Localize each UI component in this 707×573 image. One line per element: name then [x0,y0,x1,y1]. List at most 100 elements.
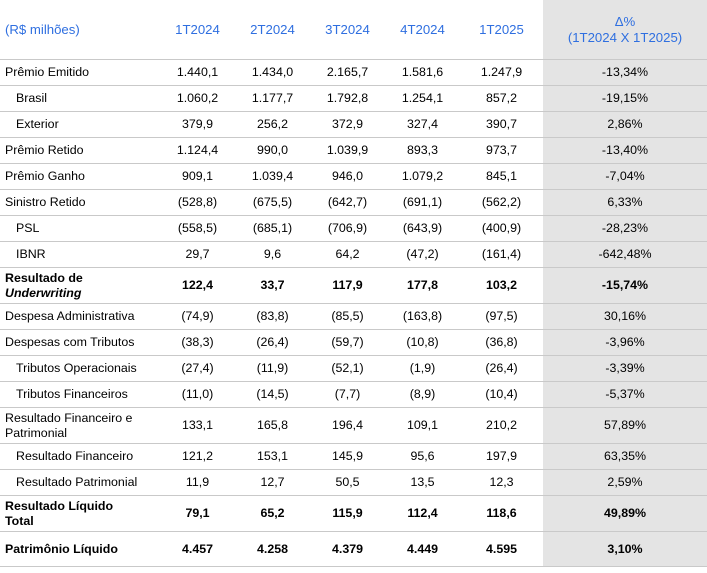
cell-value: 2.165,7 [310,59,385,86]
cell-value: 1.581,6 [385,59,460,86]
table-row: Despesas com Tributos (38,3) (26,4) (59,… [0,329,707,356]
row-label: Resultado Financeiro [0,443,160,470]
period-header: 1T2025 [460,0,543,60]
cell-value: 372,9 [310,111,385,138]
cell-value: 1.060,2 [160,85,235,112]
cell-value: (643,9) [385,215,460,242]
units-label: (R$ milhões) [0,0,160,60]
cell-value: (85,5) [310,303,385,330]
row-label: Despesa Administrativa [0,303,160,330]
table-row: Despesa Administrativa (74,9) (83,8) (85… [0,303,707,330]
delta-value: 49,89% [543,495,707,532]
table-row: Tributos Operacionais (27,4) (11,9) (52,… [0,355,707,382]
cell-value: (26,4) [460,355,543,382]
cell-value: 12,3 [460,469,543,496]
cell-value: (562,2) [460,189,543,216]
table-row: Resultado Financeiro e Patrimonial 133,1… [0,407,707,444]
row-label: Prêmio Ganho [0,163,160,190]
cell-value: (11,0) [160,381,235,408]
delta-value: -7,04% [543,163,707,190]
table-row: Prêmio Retido 1.124,4 990,0 1.039,9 893,… [0,137,707,164]
cell-value: 177,8 [385,267,460,304]
cell-value: 11,9 [160,469,235,496]
table-row: Resultado Patrimonial 11,9 12,7 50,5 13,… [0,469,707,496]
row-label: Resultado Patrimonial [0,469,160,496]
cell-value: (706,9) [310,215,385,242]
delta-value: -13,34% [543,59,707,86]
row-label: Resultado Financeiro e Patrimonial [0,407,160,444]
row-label-line: Resultado Líquido [5,498,114,513]
cell-value: 13,5 [385,469,460,496]
cell-value: 115,9 [310,495,385,532]
table-row: IBNR 29,7 9,6 64,2 (47,2) (161,4) -642,4… [0,241,707,268]
period-header: 3T2024 [310,0,385,60]
cell-value: 9,6 [235,241,310,268]
table-row: Patrimônio Líquido 4.457 4.258 4.379 4.4… [0,531,707,567]
cell-value: 133,1 [160,407,235,444]
table-row: Resultado Financeiro 121,2 153,1 145,9 9… [0,443,707,470]
cell-value: 12,7 [235,469,310,496]
table-row: Resultado de Underwriting 122,4 33,7 117… [0,267,707,304]
cell-value: 946,0 [310,163,385,190]
row-label-line: Patrimonial [5,425,67,440]
row-label: Resultado Líquido Total [0,495,160,532]
cell-value: (642,7) [310,189,385,216]
cell-value: 153,1 [235,443,310,470]
cell-value: (36,8) [460,329,543,356]
cell-value: (1,9) [385,355,460,382]
table-row: Brasil 1.060,2 1.177,7 1.792,8 1.254,1 8… [0,85,707,112]
cell-value: (10,8) [385,329,460,356]
cell-value: (10,4) [460,381,543,408]
delta-value: -28,23% [543,215,707,242]
cell-value: 390,7 [460,111,543,138]
header-row: (R$ milhões) 1T2024 2T2024 3T2024 4T2024… [0,0,707,60]
row-label: Despesas com Tributos [0,329,160,356]
cell-value: 64,2 [310,241,385,268]
cell-value: 1.079,2 [385,163,460,190]
cell-value: (691,1) [385,189,460,216]
cell-value: 4.379 [310,531,385,567]
cell-value: 112,4 [385,495,460,532]
delta-value: -19,15% [543,85,707,112]
cell-value: (11,9) [235,355,310,382]
cell-value: (685,1) [235,215,310,242]
cell-value: 165,8 [235,407,310,444]
delta-value: -5,37% [543,381,707,408]
table-row: Resultado Líquido Total 79,1 65,2 115,9 … [0,495,707,532]
cell-value: 109,1 [385,407,460,444]
delta-value: 63,35% [543,443,707,470]
cell-value: 379,9 [160,111,235,138]
cell-value: 1.434,0 [235,59,310,86]
cell-value: 79,1 [160,495,235,532]
cell-value: 197,9 [460,443,543,470]
delta-value: 6,33% [543,189,707,216]
cell-value: 95,6 [385,443,460,470]
row-label-line: Resultado Financeiro e [5,410,133,425]
cell-value: 1.440,1 [160,59,235,86]
delta-comparison: (1T2024 X 1T2025) [567,29,683,45]
cell-value: 893,3 [385,137,460,164]
cell-value: (83,8) [235,303,310,330]
row-label-line: Resultado de [5,270,83,285]
delta-header: Δ% (1T2024 X 1T2025) [543,0,707,60]
cell-value: 4.595 [460,531,543,567]
cell-value: (8,9) [385,381,460,408]
cell-value: 122,4 [160,267,235,304]
cell-value: 327,4 [385,111,460,138]
table-row: Prêmio Ganho 909,1 1.039,4 946,0 1.079,2… [0,163,707,190]
cell-value: 1.247,9 [460,59,543,86]
cell-value: (675,5) [235,189,310,216]
delta-value: -3,96% [543,329,707,356]
cell-value: 1.039,9 [310,137,385,164]
cell-value: 973,7 [460,137,543,164]
row-label: PSL [0,215,160,242]
cell-value: (27,4) [160,355,235,382]
cell-value: 4.457 [160,531,235,567]
table-row: Sinistro Retido (528,8) (675,5) (642,7) … [0,189,707,216]
cell-value: 50,5 [310,469,385,496]
delta-value: 57,89% [543,407,707,444]
row-label: Prêmio Retido [0,137,160,164]
cell-value: 118,6 [460,495,543,532]
cell-value: 857,2 [460,85,543,112]
cell-value: (97,5) [460,303,543,330]
